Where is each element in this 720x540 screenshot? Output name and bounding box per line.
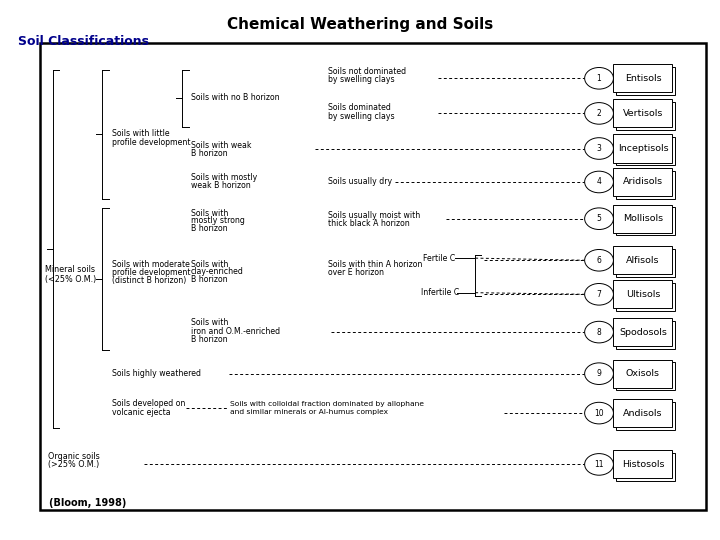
Text: Soils developed on: Soils developed on: [112, 400, 185, 408]
Text: by swelling clays: by swelling clays: [328, 75, 395, 84]
Text: 8: 8: [597, 328, 601, 336]
FancyBboxPatch shape: [613, 399, 672, 427]
Text: (<25% O.M.): (<25% O.M.): [45, 275, 96, 284]
Text: Vertisols: Vertisols: [623, 109, 663, 118]
Text: Soils with: Soils with: [191, 319, 228, 327]
Circle shape: [585, 454, 613, 475]
Text: B horizon: B horizon: [191, 224, 228, 233]
Text: (>25% O.M.): (>25% O.M.): [48, 460, 99, 469]
Text: by swelling clays: by swelling clays: [328, 112, 395, 120]
Text: B horizon: B horizon: [191, 335, 228, 343]
Circle shape: [585, 138, 613, 159]
FancyBboxPatch shape: [613, 280, 672, 308]
Text: Ultisols: Ultisols: [626, 290, 660, 299]
Text: over E horizon: over E horizon: [328, 268, 384, 276]
Text: Soils with: Soils with: [191, 209, 228, 218]
FancyBboxPatch shape: [613, 318, 672, 346]
Text: Soils with moderate: Soils with moderate: [112, 260, 189, 269]
Text: Mineral soils: Mineral soils: [45, 266, 94, 274]
Text: 2: 2: [597, 109, 601, 118]
Text: B horizon: B horizon: [191, 150, 228, 158]
Text: clay-enriched: clay-enriched: [191, 267, 243, 276]
Text: Entisols: Entisols: [625, 74, 661, 83]
Text: 5: 5: [597, 214, 601, 223]
Text: Soils with weak: Soils with weak: [191, 141, 251, 150]
Text: Soils usually moist with: Soils usually moist with: [328, 211, 420, 220]
Circle shape: [585, 321, 613, 343]
Text: Soils with little: Soils with little: [112, 130, 169, 138]
Text: 11: 11: [594, 460, 604, 469]
Text: Infertile C: Infertile C: [421, 288, 459, 297]
Circle shape: [585, 103, 613, 124]
Text: Andisols: Andisols: [624, 409, 662, 417]
Text: Soil Classifications: Soil Classifications: [18, 35, 149, 48]
Text: Soils with no B horizon: Soils with no B horizon: [191, 93, 279, 102]
Text: Spodosols: Spodosols: [619, 328, 667, 336]
Text: 1: 1: [597, 74, 601, 83]
Text: 7: 7: [597, 290, 601, 299]
Text: Chemical Weathering and Soils: Chemical Weathering and Soils: [227, 17, 493, 32]
Text: 10: 10: [594, 409, 604, 417]
Circle shape: [585, 284, 613, 305]
Text: thick black A horizon: thick black A horizon: [328, 219, 410, 227]
FancyBboxPatch shape: [613, 99, 672, 127]
Text: weak B horizon: weak B horizon: [191, 181, 251, 190]
Text: Inceptisols: Inceptisols: [618, 144, 668, 153]
FancyBboxPatch shape: [613, 246, 672, 274]
Text: Soils usually dry: Soils usually dry: [328, 178, 392, 186]
Text: iron and O.M.-enriched: iron and O.M.-enriched: [191, 327, 280, 335]
Circle shape: [585, 208, 613, 230]
Text: volcanic ejecta: volcanic ejecta: [112, 408, 170, 416]
Text: B horizon: B horizon: [191, 275, 228, 284]
Text: (distinct B horizon): (distinct B horizon): [112, 276, 186, 285]
Text: 3: 3: [597, 144, 601, 153]
FancyBboxPatch shape: [40, 43, 706, 510]
Text: Organic soils: Organic soils: [48, 452, 100, 461]
Text: 4: 4: [597, 178, 601, 186]
Circle shape: [585, 402, 613, 424]
Text: Soils highly weathered: Soils highly weathered: [112, 369, 201, 378]
Text: profile development: profile development: [112, 138, 190, 146]
FancyBboxPatch shape: [613, 450, 672, 478]
FancyBboxPatch shape: [613, 205, 672, 233]
Text: Aridisols: Aridisols: [623, 178, 663, 186]
Text: Oxisols: Oxisols: [626, 369, 660, 378]
Text: Soils with mostly: Soils with mostly: [191, 173, 257, 181]
Circle shape: [585, 171, 613, 193]
Text: Alfisols: Alfisols: [626, 256, 660, 265]
Text: 9: 9: [597, 369, 601, 378]
Circle shape: [585, 68, 613, 89]
Text: Soils dominated: Soils dominated: [328, 104, 390, 112]
Text: Soils with thin A horizon: Soils with thin A horizon: [328, 260, 422, 269]
Text: Soils with colloidal fraction dominated by allophane: Soils with colloidal fraction dominated …: [230, 401, 424, 407]
Text: Soils with: Soils with: [191, 260, 228, 268]
Text: Histosols: Histosols: [621, 460, 665, 469]
FancyBboxPatch shape: [613, 168, 672, 196]
Circle shape: [585, 249, 613, 271]
FancyBboxPatch shape: [613, 64, 672, 92]
FancyBboxPatch shape: [613, 134, 672, 163]
Circle shape: [585, 363, 613, 384]
Text: profile development: profile development: [112, 268, 190, 277]
Text: and similar minerals or Al-humus complex: and similar minerals or Al-humus complex: [230, 409, 389, 415]
Text: Soils not dominated: Soils not dominated: [328, 67, 406, 76]
Text: 6: 6: [597, 256, 601, 265]
Text: (Bloom, 1998): (Bloom, 1998): [49, 498, 126, 508]
Text: Fertile C: Fertile C: [423, 254, 456, 262]
FancyBboxPatch shape: [613, 360, 672, 388]
Text: Mollisols: Mollisols: [623, 214, 663, 223]
Text: mostly strong: mostly strong: [191, 217, 245, 225]
